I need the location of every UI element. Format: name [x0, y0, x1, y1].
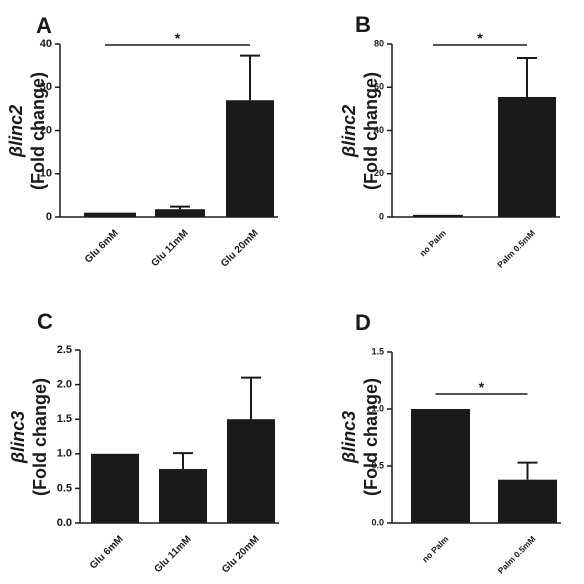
bar [159, 469, 207, 523]
significance-star: * [477, 30, 483, 46]
y-axis-label-gene: βlinc2 [6, 105, 26, 158]
y-axis-label: βlinc3 (Fold change) [339, 378, 381, 496]
y-tick-label: 1.5 [57, 413, 72, 425]
category-label: Glu 6mM [88, 534, 126, 572]
y-tick-label: 80 [374, 38, 384, 48]
y-tick-label: 1.5 [371, 346, 384, 356]
category-label: Palm 0.5mM [496, 534, 538, 576]
y-axis-label-unit: (Fold change) [361, 72, 381, 190]
y-tick-label: 40 [40, 38, 52, 50]
y-tick-label: 2.0 [57, 379, 72, 391]
y-tick-label: 1.0 [57, 448, 72, 460]
y-tick-label: 0.5 [57, 482, 72, 494]
y-axis-label: βlinc2 (Fold change) [6, 72, 48, 190]
y-tick-label: 0.5 [371, 460, 384, 470]
y-axis-label: βlinc3 (Fold change) [8, 378, 50, 496]
category-label: Glu 11mM [152, 534, 193, 575]
y-tick-label: 0.0 [371, 517, 384, 527]
y-tick-label: 0 [46, 211, 52, 223]
y-tick-label: 0.0 [57, 517, 72, 529]
panel-letter: C [37, 309, 53, 334]
y-tick-label: 60 [374, 82, 384, 92]
y-tick-label: 10 [40, 168, 52, 180]
bar [498, 96, 556, 217]
y-tick-label: 40 [374, 125, 384, 135]
y-axis-label-gene: βlinc2 [339, 105, 359, 158]
category-label: Glu 11mM [149, 228, 190, 269]
bar [84, 212, 136, 217]
y-tick-label: 20 [40, 124, 52, 136]
category-label: Palm 0.5mM [495, 228, 537, 270]
bar [155, 209, 205, 217]
panel-letter: D [355, 310, 371, 335]
y-tick-label: 2.5 [57, 344, 72, 356]
panel-a: A 0 10 20 30 40 βlinc2 (Fold change) Glu 6mM Glu … [6, 13, 278, 270]
bar [498, 479, 557, 523]
y-axis-label-gene: βlinc3 [339, 411, 359, 464]
y-axis-label-unit: (Fold change) [28, 72, 48, 190]
y-tick-label: 20 [374, 168, 384, 178]
significance-star: * [479, 379, 485, 395]
y-tick-label: 0 [379, 211, 384, 221]
panel-b: B 0 20 40 60 80 βlinc2 (Fold change) no Palm Palm… [339, 12, 560, 270]
bar [226, 100, 274, 217]
bar [413, 214, 463, 217]
category-label: Glu 20mM [220, 534, 262, 576]
category-label: no Palm [420, 534, 451, 565]
bar [227, 419, 275, 523]
y-axis-label-unit: (Fold change) [30, 378, 50, 496]
category-label: Glu 20mM [219, 228, 261, 270]
y-tick-label: 1.0 [371, 403, 384, 413]
panel-letter: B [355, 12, 371, 37]
y-tick-label: 30 [40, 81, 52, 93]
category-label: Glu 6mM [83, 228, 121, 266]
panel-c: C 0.0 0.5 1.0 1.5 2.0 2.5 βlinc3 (Fold change) Gl… [8, 309, 279, 576]
bar [411, 409, 470, 523]
bar [91, 453, 139, 523]
panel-letter: A [36, 13, 52, 38]
y-axis-label: βlinc2 (Fold change) [339, 72, 381, 190]
category-label: no Palm [417, 228, 448, 259]
panel-d: D 0.0 0.5 1.0 1.5 βlinc3 (Fold change) no Palm P… [339, 310, 561, 576]
y-axis-label-unit: (Fold change) [361, 378, 381, 496]
y-axis-label-gene: βlinc3 [8, 411, 28, 464]
significance-star: * [175, 30, 181, 46]
